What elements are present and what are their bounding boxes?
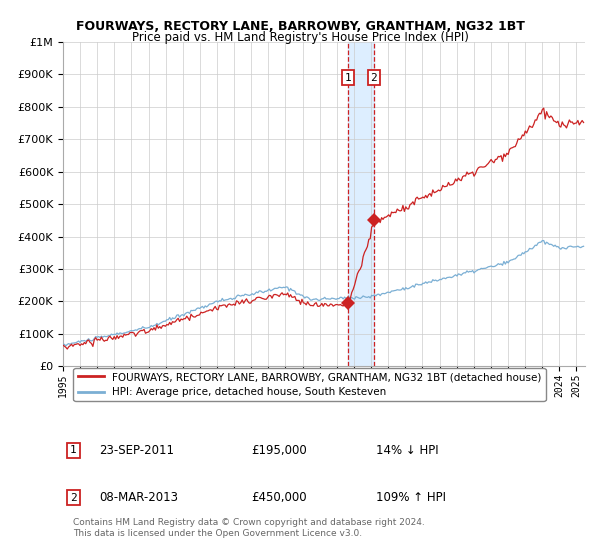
Text: 2: 2: [371, 73, 377, 83]
Text: £195,000: £195,000: [251, 444, 307, 457]
Text: Contains HM Land Registry data © Crown copyright and database right 2024.
This d: Contains HM Land Registry data © Crown c…: [73, 519, 425, 538]
Text: 23-SEP-2011: 23-SEP-2011: [100, 444, 175, 457]
Text: 14% ↓ HPI: 14% ↓ HPI: [376, 444, 439, 457]
Text: £450,000: £450,000: [251, 491, 307, 504]
Text: 1: 1: [70, 445, 77, 455]
Text: Price paid vs. HM Land Registry's House Price Index (HPI): Price paid vs. HM Land Registry's House …: [131, 31, 469, 44]
Text: FOURWAYS, RECTORY LANE, BARROWBY, GRANTHAM, NG32 1BT: FOURWAYS, RECTORY LANE, BARROWBY, GRANTH…: [76, 20, 524, 32]
Text: 1: 1: [345, 73, 352, 83]
Legend: FOURWAYS, RECTORY LANE, BARROWBY, GRANTHAM, NG32 1BT (detached house), HPI: Aver: FOURWAYS, RECTORY LANE, BARROWBY, GRANTH…: [73, 368, 545, 402]
Bar: [348, 42, 374, 366]
Text: 109% ↑ HPI: 109% ↑ HPI: [376, 491, 446, 504]
Text: 2: 2: [70, 493, 77, 503]
Text: 08-MAR-2013: 08-MAR-2013: [100, 491, 179, 504]
